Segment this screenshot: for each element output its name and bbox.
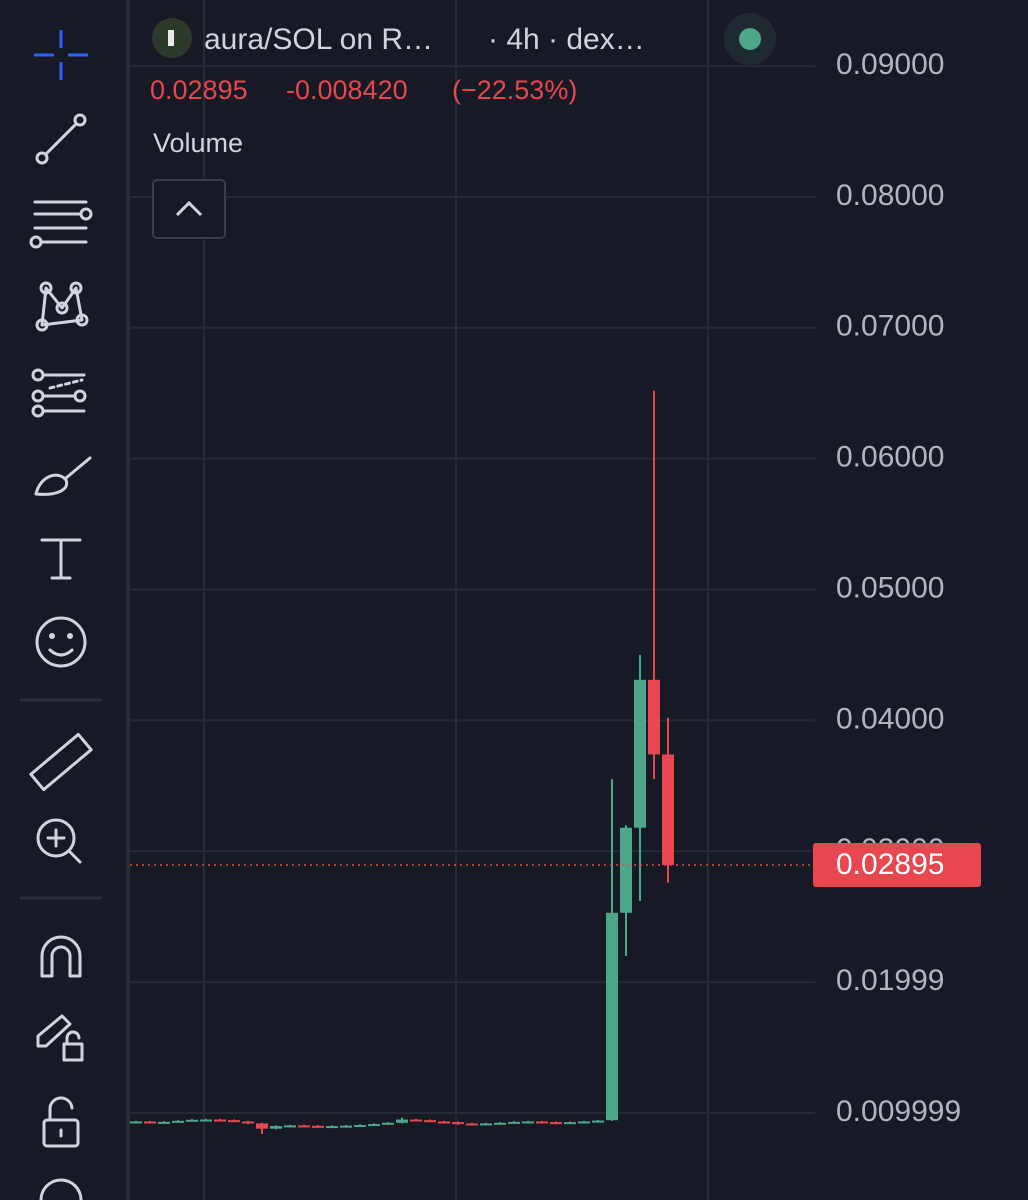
symbol-title[interactable]: aura/SOL on R…	[204, 23, 433, 56]
candle-body	[550, 1122, 562, 1125]
last-price-badge	[813, 842, 981, 887]
toolbar-icons	[20, 30, 102, 1200]
candle-body	[242, 1121, 254, 1124]
status-dot[interactable]	[739, 28, 761, 50]
candle-body	[396, 1119, 408, 1123]
y-tick-label: 0.04000	[836, 702, 944, 735]
candle-body	[186, 1119, 198, 1122]
y-tick-label: 0.09000	[836, 48, 944, 81]
candle-body	[284, 1125, 296, 1128]
candle-body	[522, 1121, 534, 1124]
candle-body	[536, 1121, 548, 1124]
price-change: -0.008420	[286, 75, 408, 105]
candle-body	[158, 1121, 170, 1124]
candle-body	[256, 1123, 268, 1129]
interval-source[interactable]: · 4h · dex…	[488, 23, 645, 56]
header: aura/SOL on R… · 4h · dex… 0.02895 -0.00…	[150, 13, 776, 239]
candle-body	[368, 1124, 380, 1127]
chevron-icon	[175, 200, 203, 217]
forecast-tool[interactable]	[31, 368, 87, 418]
candle-body	[606, 912, 618, 1121]
candle-body	[270, 1126, 282, 1129]
text-tool[interactable]	[40, 538, 82, 580]
y-tick-label: 0.06000	[836, 441, 944, 474]
candle-body	[424, 1120, 436, 1123]
candle-body	[452, 1122, 464, 1125]
trendline-tool[interactable]	[35, 113, 87, 165]
fib-tool[interactable]	[29, 200, 93, 249]
candle-body	[326, 1126, 338, 1129]
toolbar	[0, 0, 122, 1200]
last-price: 0.02895	[150, 75, 248, 105]
y-tick-label: 0.08000	[836, 179, 944, 212]
lock-drawings-tool[interactable]	[36, 1014, 84, 1062]
candle-body	[480, 1123, 492, 1126]
price-change-pct: (−22.53%)	[452, 75, 577, 105]
candle-body	[592, 1120, 604, 1123]
candle-body	[508, 1121, 520, 1124]
y-tick-label: 0.009999	[836, 1095, 961, 1128]
indicator-label[interactable]: Volume	[153, 128, 243, 158]
y-tick-label: 0.05000	[836, 571, 944, 604]
candle-body	[130, 1121, 142, 1124]
candle-body	[228, 1120, 240, 1123]
candle-body	[466, 1123, 478, 1126]
candle-body	[662, 754, 674, 865]
candle-body	[648, 679, 660, 755]
candle-body	[438, 1121, 450, 1124]
candle-body	[298, 1125, 310, 1128]
candle-body	[214, 1119, 226, 1122]
candle-body	[340, 1125, 352, 1128]
emoji-tool[interactable]	[35, 616, 87, 668]
crosshair-tool[interactable]	[34, 30, 88, 80]
candle-body	[564, 1122, 576, 1125]
y-tick-label: 0.07000	[836, 310, 944, 343]
candle-body	[312, 1125, 324, 1128]
ruler-tool[interactable]	[29, 732, 93, 792]
magnet-tool[interactable]	[40, 935, 82, 978]
candle-body	[354, 1125, 366, 1128]
pattern-tool[interactable]	[35, 281, 89, 332]
y-tick-label: 0.01999	[836, 964, 944, 997]
last-price-label: 0.02895	[836, 848, 944, 881]
candle-body	[634, 679, 646, 828]
candle-body	[578, 1121, 590, 1124]
candle-body	[172, 1120, 184, 1123]
candle-body	[382, 1122, 394, 1125]
lock-tool[interactable]	[42, 1096, 80, 1148]
zoom-tool[interactable]	[36, 818, 82, 864]
candle-body	[144, 1121, 156, 1124]
eye-tool[interactable]	[39, 1178, 83, 1200]
collapse-button[interactable]	[152, 179, 226, 239]
brush-tool[interactable]	[34, 456, 92, 496]
candle-body	[200, 1119, 212, 1122]
candle-body	[494, 1122, 506, 1125]
candle-body	[410, 1119, 422, 1122]
token-logo-figure	[168, 30, 174, 46]
candle-body	[620, 827, 632, 913]
